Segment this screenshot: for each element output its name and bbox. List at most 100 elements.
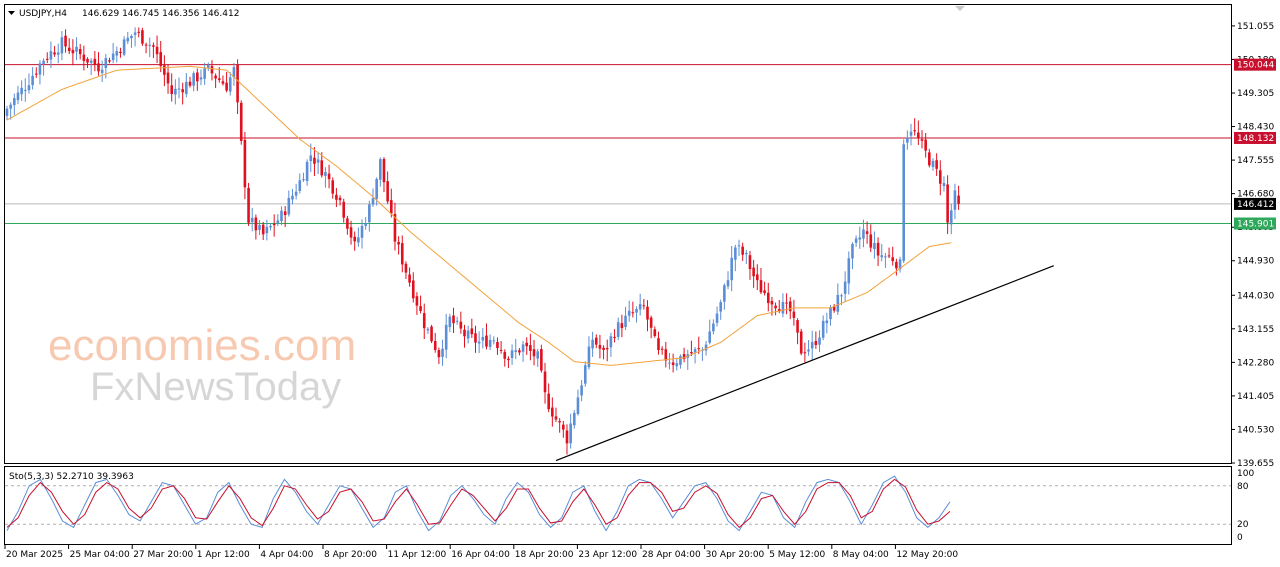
candle[interactable] <box>594 334 598 349</box>
candle[interactable] <box>258 219 261 236</box>
candle[interactable] <box>294 184 298 200</box>
candle[interactable] <box>5 105 9 121</box>
candle[interactable] <box>430 324 433 344</box>
candle[interactable] <box>576 389 580 416</box>
candle[interactable] <box>97 52 100 76</box>
candle[interactable] <box>437 347 441 365</box>
candle[interactable] <box>375 177 378 206</box>
candle[interactable] <box>573 410 576 429</box>
candle[interactable] <box>939 160 942 196</box>
candle[interactable] <box>803 342 807 363</box>
candle[interactable] <box>525 337 529 355</box>
candle[interactable] <box>616 317 620 341</box>
candle[interactable] <box>818 330 821 353</box>
candle[interactable] <box>583 361 587 387</box>
candle[interactable] <box>93 51 97 72</box>
candle[interactable] <box>287 190 291 217</box>
candle[interactable] <box>715 306 719 327</box>
candle[interactable] <box>763 281 766 296</box>
candle[interactable] <box>953 183 957 220</box>
candle[interactable] <box>181 82 184 105</box>
candle[interactable] <box>360 219 364 249</box>
candle[interactable] <box>843 271 847 302</box>
candle[interactable] <box>924 132 927 158</box>
candle[interactable] <box>67 38 71 55</box>
candle[interactable] <box>75 37 78 61</box>
candle[interactable] <box>444 313 448 359</box>
candle[interactable] <box>419 295 422 314</box>
candle[interactable] <box>86 57 89 68</box>
candle[interactable] <box>254 214 258 240</box>
time-axis[interactable]: 20 Mar 2025 25 Mar 04:00 27 Mar 20:00 1 Apr… <box>4 545 958 560</box>
candle[interactable] <box>748 250 752 280</box>
candle[interactable] <box>635 306 638 323</box>
candle[interactable] <box>34 67 38 78</box>
candle[interactable] <box>880 244 884 262</box>
candle[interactable] <box>31 67 34 90</box>
candle[interactable] <box>503 349 507 367</box>
candle[interactable] <box>759 268 763 295</box>
candle[interactable] <box>510 344 514 365</box>
candle[interactable] <box>466 325 470 344</box>
candle[interactable] <box>390 188 393 218</box>
candle[interactable] <box>166 64 170 94</box>
candle[interactable] <box>470 318 474 338</box>
candle[interactable] <box>415 292 419 315</box>
candle[interactable] <box>518 348 521 356</box>
candle[interactable] <box>547 383 550 413</box>
candle[interactable] <box>492 336 496 345</box>
candle[interactable] <box>16 85 20 105</box>
candle[interactable] <box>393 202 397 251</box>
candle[interactable] <box>411 272 415 303</box>
candle[interactable] <box>221 75 225 86</box>
candle[interactable] <box>49 41 53 69</box>
candle[interactable] <box>82 45 86 71</box>
candle[interactable] <box>137 27 141 38</box>
candle[interactable] <box>422 303 426 340</box>
candle[interactable] <box>441 339 444 366</box>
candle[interactable] <box>236 59 239 115</box>
candle[interactable] <box>657 331 660 355</box>
candle[interactable] <box>507 356 510 369</box>
candle[interactable] <box>159 41 163 73</box>
triangle-down-icon[interactable] <box>8 11 15 15</box>
candle[interactable] <box>272 214 276 237</box>
candle[interactable] <box>756 264 759 290</box>
candle[interactable] <box>668 352 671 370</box>
candle[interactable] <box>649 315 653 339</box>
price-axis[interactable]: 151.055150.180149.305148.430147.555146.6… <box>1231 22 1274 469</box>
candle[interactable] <box>854 235 858 247</box>
candle[interactable] <box>346 215 349 235</box>
candle[interactable] <box>152 42 155 58</box>
candle[interactable] <box>214 73 217 89</box>
candle[interactable] <box>898 256 902 273</box>
candle[interactable] <box>122 36 126 57</box>
candle[interactable] <box>119 47 122 58</box>
candle[interactable] <box>163 55 166 87</box>
candle[interactable] <box>613 329 616 343</box>
candle[interactable] <box>631 301 635 318</box>
candle[interactable] <box>741 242 744 261</box>
candle[interactable] <box>847 251 851 295</box>
candle[interactable] <box>60 30 64 61</box>
candle[interactable] <box>27 73 31 94</box>
candle[interactable] <box>693 346 697 364</box>
candle[interactable] <box>942 176 946 192</box>
candle[interactable] <box>196 68 199 91</box>
candle[interactable] <box>891 246 895 266</box>
candle[interactable] <box>690 340 693 357</box>
candle[interactable] <box>521 340 525 362</box>
candle[interactable] <box>170 73 173 102</box>
candle[interactable] <box>371 188 375 207</box>
candle[interactable] <box>228 72 232 96</box>
stochastic-pane[interactable] <box>4 466 1232 545</box>
candle[interactable] <box>642 298 646 310</box>
candle[interactable] <box>799 328 803 356</box>
candle[interactable] <box>133 27 137 47</box>
candle[interactable] <box>408 267 411 287</box>
candle[interactable] <box>485 323 488 350</box>
candle[interactable] <box>338 195 342 206</box>
candle[interactable] <box>42 58 45 76</box>
candle[interactable] <box>540 344 543 373</box>
candle[interactable] <box>331 177 335 199</box>
